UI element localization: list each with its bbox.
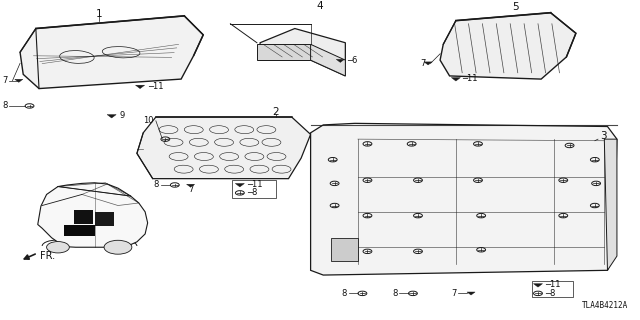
Text: ─11: ─11 [248, 180, 263, 189]
Text: ─8: ─8 [545, 289, 556, 298]
Text: TLA4B4212A: TLA4B4212A [582, 301, 628, 310]
Polygon shape [310, 123, 617, 275]
Polygon shape [424, 62, 432, 65]
Polygon shape [534, 284, 543, 287]
Polygon shape [604, 139, 617, 270]
Text: FR.: FR. [40, 251, 56, 261]
Text: 8: 8 [392, 289, 398, 298]
Polygon shape [186, 184, 195, 187]
Polygon shape [74, 210, 93, 225]
Polygon shape [95, 212, 113, 226]
Text: 8: 8 [2, 101, 8, 110]
Text: 7: 7 [420, 59, 426, 68]
Polygon shape [38, 183, 148, 247]
Text: 7: 7 [2, 76, 8, 85]
Polygon shape [451, 78, 460, 81]
Text: 7: 7 [452, 289, 457, 298]
Text: 8: 8 [154, 180, 159, 189]
Polygon shape [257, 44, 310, 60]
Text: 7: 7 [188, 185, 193, 194]
Text: ─11: ─11 [545, 280, 561, 289]
Text: 2: 2 [273, 107, 279, 117]
Polygon shape [20, 16, 204, 89]
Circle shape [104, 240, 132, 254]
Polygon shape [107, 115, 116, 118]
Text: 1: 1 [96, 9, 102, 19]
Text: 5: 5 [513, 2, 519, 12]
Text: ─6: ─6 [348, 56, 358, 65]
Polygon shape [15, 79, 23, 82]
Polygon shape [467, 292, 475, 295]
Text: ─11: ─11 [148, 82, 164, 91]
Text: 8: 8 [342, 289, 348, 298]
Circle shape [47, 242, 69, 253]
Polygon shape [136, 85, 145, 89]
Polygon shape [236, 183, 244, 187]
Polygon shape [336, 60, 344, 62]
Text: ─11: ─11 [462, 74, 477, 83]
Polygon shape [64, 225, 95, 236]
Polygon shape [137, 117, 310, 179]
Polygon shape [440, 13, 576, 79]
Polygon shape [332, 238, 358, 261]
Polygon shape [260, 28, 346, 76]
Polygon shape [310, 44, 346, 76]
Text: 9: 9 [120, 111, 125, 120]
Text: 10: 10 [143, 116, 154, 125]
Text: ─8: ─8 [248, 188, 258, 197]
Text: 4: 4 [317, 1, 323, 12]
Text: 3: 3 [600, 131, 607, 141]
